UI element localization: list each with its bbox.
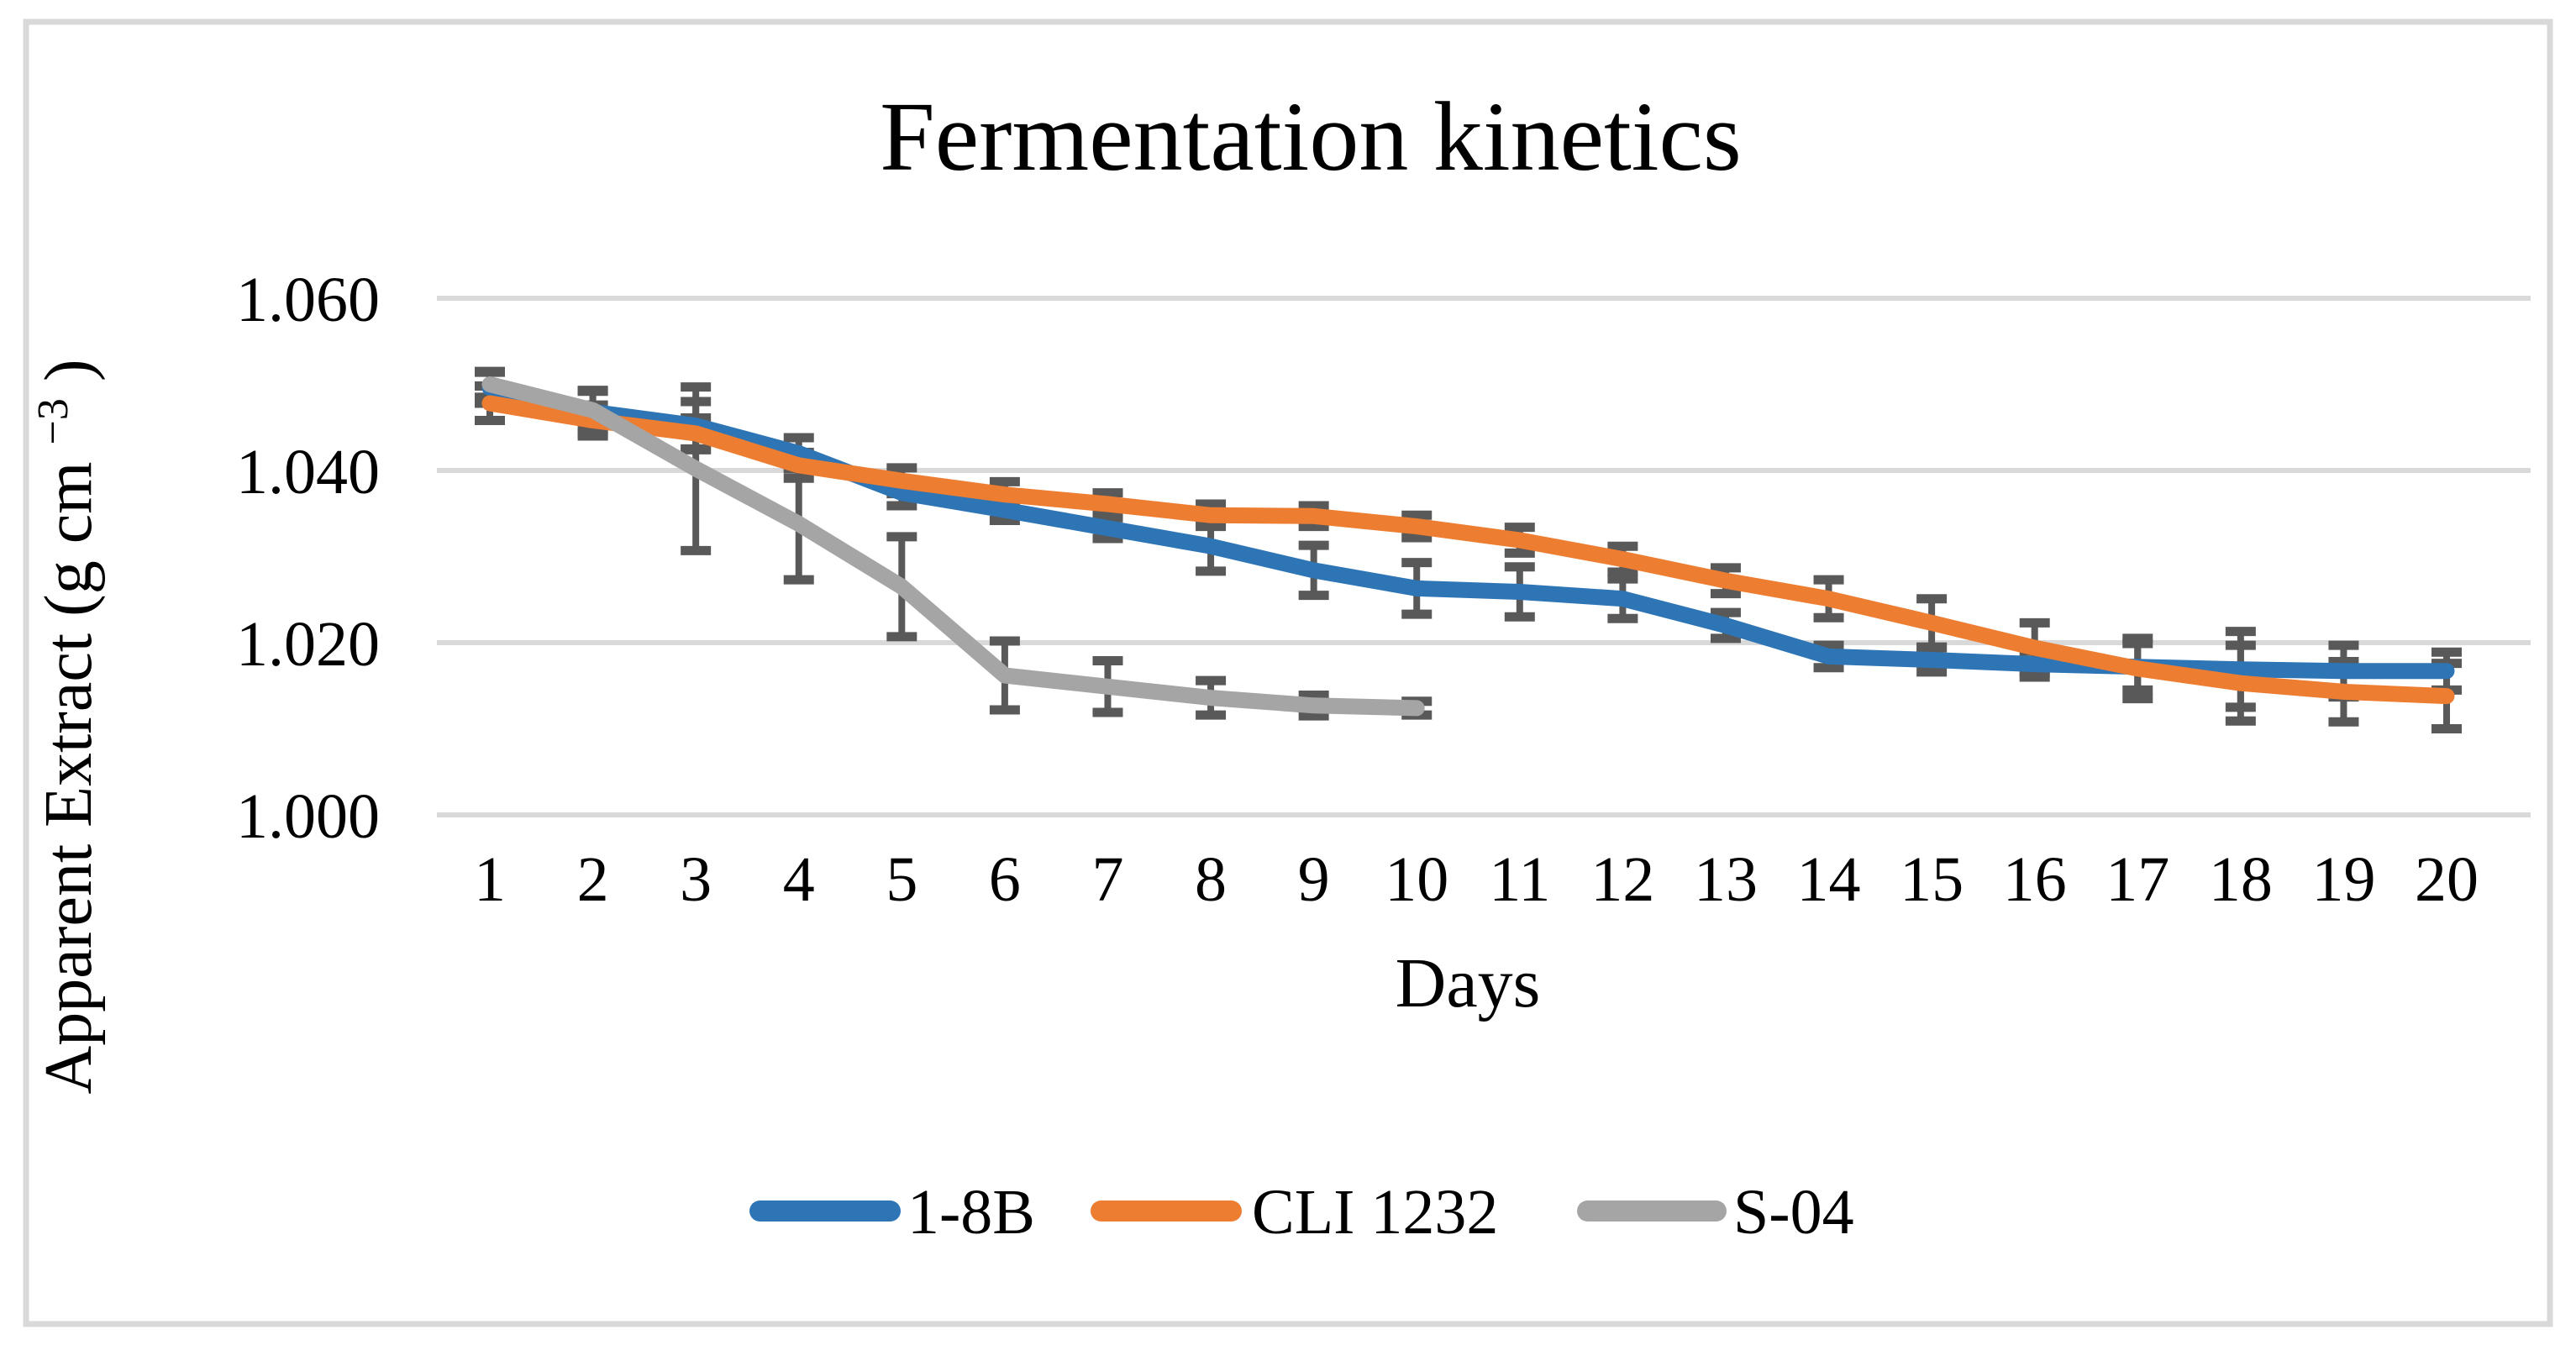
x-tick-label-11: 11 bbox=[1489, 844, 1550, 915]
legend-swatch-CLI-1232 bbox=[1091, 1201, 1242, 1222]
y-tick-label-1.040: 1.040 bbox=[236, 437, 380, 507]
y-tick-label-1.000: 1.000 bbox=[236, 781, 380, 852]
x-tick-label-14: 14 bbox=[1797, 844, 1861, 915]
y-axis-title-superscript: −3 bbox=[29, 398, 77, 444]
legend-item-1-8B: 1-8B bbox=[749, 1177, 1035, 1248]
y-axis-title-close: ) bbox=[32, 360, 106, 382]
legend-item-CLI-1232: CLI 1232 bbox=[1091, 1177, 1498, 1248]
x-tick-label-3: 3 bbox=[680, 844, 712, 915]
gridlines bbox=[437, 296, 2531, 817]
y-tick-label-1.060: 1.060 bbox=[236, 265, 380, 335]
x-axis-title: Days bbox=[1396, 944, 1541, 1022]
x-tick-label-7: 7 bbox=[1091, 844, 1123, 915]
y-axis-tick-labels: 1.000 1.020 1.040 1.060 bbox=[236, 265, 380, 852]
x-tick-label-6: 6 bbox=[989, 844, 1021, 915]
series-line-CLI 1232 bbox=[481, 395, 2455, 705]
legend-label-CLI-1232: CLI 1232 bbox=[1252, 1177, 1498, 1248]
x-tick-label-1: 1 bbox=[474, 844, 506, 915]
x-tick-label-12: 12 bbox=[1590, 844, 1654, 915]
x-tick-label-10: 10 bbox=[1385, 844, 1448, 915]
y-axis-title: Apparent Extract (g cm −3 ) bbox=[8, 360, 106, 1095]
legend-swatch-S-04 bbox=[1577, 1201, 1727, 1222]
legend-label-S-04: S-04 bbox=[1733, 1177, 1854, 1248]
x-tick-label-8: 8 bbox=[1195, 844, 1227, 915]
legend-label-1-8B: 1-8B bbox=[907, 1177, 1035, 1248]
x-tick-label-4: 4 bbox=[783, 844, 815, 915]
x-tick-label-15: 15 bbox=[1900, 844, 1964, 915]
y-axis-title-text: Apparent Extract (g cm bbox=[32, 461, 106, 1094]
x-tick-label-5: 5 bbox=[886, 844, 917, 915]
figure-border bbox=[23, 18, 2553, 1327]
x-tick-label-13: 13 bbox=[1694, 844, 1758, 915]
x-tick-label-9: 9 bbox=[1298, 844, 1330, 915]
series-line-S-04 bbox=[481, 376, 1425, 717]
x-tick-label-17: 17 bbox=[2105, 844, 2169, 915]
x-axis-tick-labels: 1 2 3 4 5 6 7 8 9 10 11 12 13 14 15 16 17 18 19 20 bbox=[474, 844, 2479, 915]
x-tick-label-16: 16 bbox=[2003, 844, 2067, 915]
legend: 1-8B CLI 1232 S-04 bbox=[749, 1177, 1854, 1248]
x-tick-label-20: 20 bbox=[2415, 844, 2479, 915]
legend-item-S-04: S-04 bbox=[1577, 1177, 1854, 1248]
x-tick-label-19: 19 bbox=[2311, 844, 2375, 915]
y-tick-label-1.020: 1.020 bbox=[236, 609, 380, 680]
chart-title: Fermentation kinetics bbox=[880, 81, 1742, 192]
x-tick-label-2: 2 bbox=[577, 844, 609, 915]
x-tick-label-18: 18 bbox=[2209, 844, 2273, 915]
series-lines bbox=[481, 376, 2455, 717]
legend-swatch-1-8B bbox=[749, 1201, 901, 1222]
